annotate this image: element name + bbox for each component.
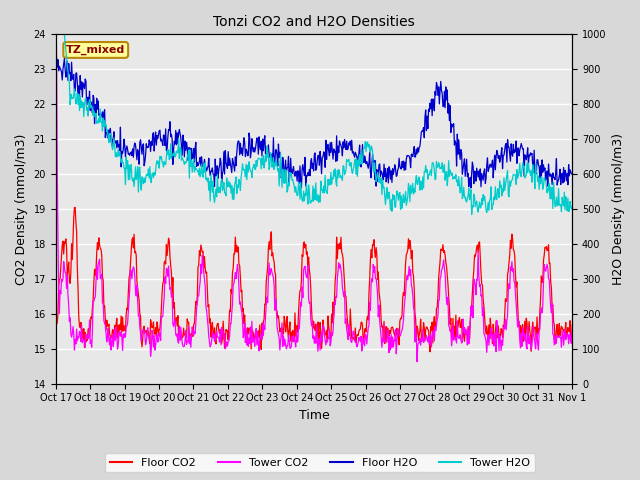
Y-axis label: H2O Density (mmol/m3): H2O Density (mmol/m3) bbox=[612, 133, 625, 285]
Text: TZ_mixed: TZ_mixed bbox=[66, 45, 125, 55]
Title: Tonzi CO2 and H2O Densities: Tonzi CO2 and H2O Densities bbox=[213, 15, 415, 29]
X-axis label: Time: Time bbox=[299, 409, 330, 422]
Y-axis label: CO2 Density (mmol/m3): CO2 Density (mmol/m3) bbox=[15, 133, 28, 285]
Legend: Floor CO2, Tower CO2, Floor H2O, Tower H2O: Floor CO2, Tower CO2, Floor H2O, Tower H… bbox=[105, 453, 535, 472]
